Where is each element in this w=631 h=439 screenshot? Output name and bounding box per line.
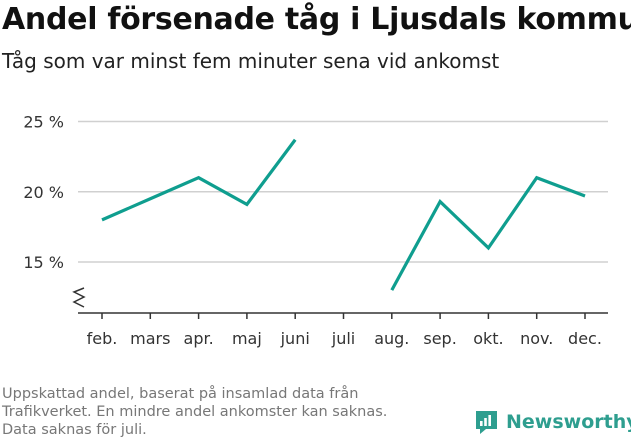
x-tick-label: feb. <box>87 329 118 348</box>
chart-title: Andel försenade tåg i Ljusdals kommun <box>2 2 631 37</box>
chart-subtitle: Tåg som var minst fem minuter sena vid a… <box>2 49 500 73</box>
x-tick-label: aug. <box>374 329 409 348</box>
footnote-line: Trafikverket. En mindre andel ankomster … <box>2 404 388 420</box>
y-tick-label: 15 % <box>23 253 64 272</box>
y-tick-label: 20 % <box>23 183 64 202</box>
footnote-line: Data saknas för juli. <box>2 422 147 438</box>
x-tick-label: sep. <box>423 329 456 348</box>
x-tick-label: mars <box>130 329 170 348</box>
brand-name: Newsworthy <box>506 410 631 433</box>
x-tick-label: juli <box>331 329 355 348</box>
line-chart: 15 % 20 % 25 % feb. mars apr. maj juni juli aug. s… <box>23 113 608 348</box>
axis-break-icon <box>72 287 86 308</box>
y-tick-label: 25 % <box>23 113 64 132</box>
x-tick-label: apr. <box>184 329 214 348</box>
x-tick-label: okt. <box>473 329 503 348</box>
newsworthy-logo-icon <box>476 411 497 434</box>
x-tick-label: maj <box>232 329 262 348</box>
x-tick-label: dec. <box>568 329 602 348</box>
footnote-line: Uppskattad andel, baserat på insamlad da… <box>2 386 359 402</box>
brand: Newsworthy <box>474 409 631 434</box>
x-tick-label: nov. <box>520 329 553 348</box>
series-line <box>101 138 297 222</box>
footnote: Uppskattad andel, baserat på insamlad da… <box>2 385 442 439</box>
x-tick-label: juni <box>280 329 310 348</box>
series-line <box>390 175 586 291</box>
